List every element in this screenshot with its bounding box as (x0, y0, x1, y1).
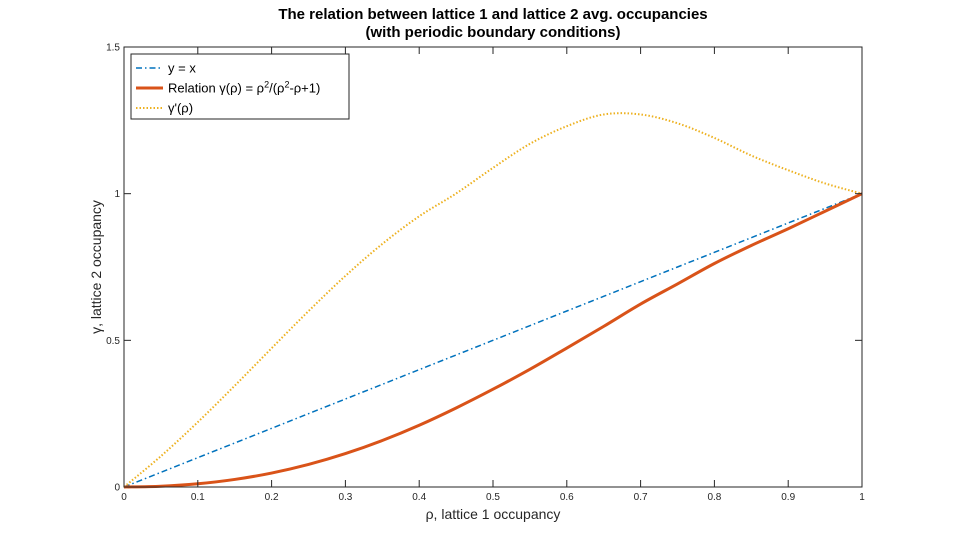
y-tick-label: 1.5 (106, 43, 120, 54)
x-axis: 0 0.1 0.2 0.3 0.4 0.5 0.6 0.7 0.8 0.9 1 (121, 47, 865, 503)
x-tick-label: 0.5 (486, 492, 500, 503)
x-tick-label: 1 (859, 492, 865, 503)
y-tick-label: 0.5 (106, 336, 120, 347)
y-tick-label: 1 (114, 189, 120, 200)
plot-area (124, 47, 862, 487)
x-tick-label: 0.3 (338, 492, 352, 503)
x-tick-label: 0.6 (560, 492, 574, 503)
legend-label-3: γ'(ρ) (168, 101, 193, 116)
legend: y = x Relation γ(ρ) = ρ2/(ρ2-ρ+1) γ'(ρ) (130, 53, 350, 120)
y-axis: 0 0.5 1 1.5 (106, 43, 862, 494)
series-line-1 (123, 192, 863, 488)
legend-box (130, 53, 350, 120)
series-layer (123, 112, 863, 489)
x-tick-label: 0.7 (634, 492, 648, 503)
y-axis-label: γ, lattice 2 occupancy (88, 200, 104, 334)
legend-entries: y = x Relation γ(ρ) = ρ2/(ρ2-ρ+1) γ'(ρ) (136, 61, 320, 116)
y-tick-label: 0 (114, 483, 120, 494)
legend-label-2: Relation γ(ρ) = ρ2/(ρ2-ρ+1) (168, 80, 320, 96)
x-tick-label: 0.8 (707, 492, 721, 503)
legend-label-1: y = x (168, 61, 196, 76)
x-axis-label: ρ, lattice 1 occupancy (426, 506, 561, 522)
x-tick-label: 0.4 (412, 492, 426, 503)
chart-title: The relation between lattice 1 and latti… (278, 6, 707, 23)
x-tick-label: 0.1 (191, 492, 205, 503)
x-tick-label: 0 (121, 492, 127, 503)
series-line-2 (123, 192, 863, 489)
x-tick-label: 0.2 (265, 492, 279, 503)
chart-subtitle: (with periodic boundary conditions) (366, 24, 621, 41)
x-tick-label: 0.9 (781, 492, 795, 503)
series-line-3 (123, 112, 863, 488)
